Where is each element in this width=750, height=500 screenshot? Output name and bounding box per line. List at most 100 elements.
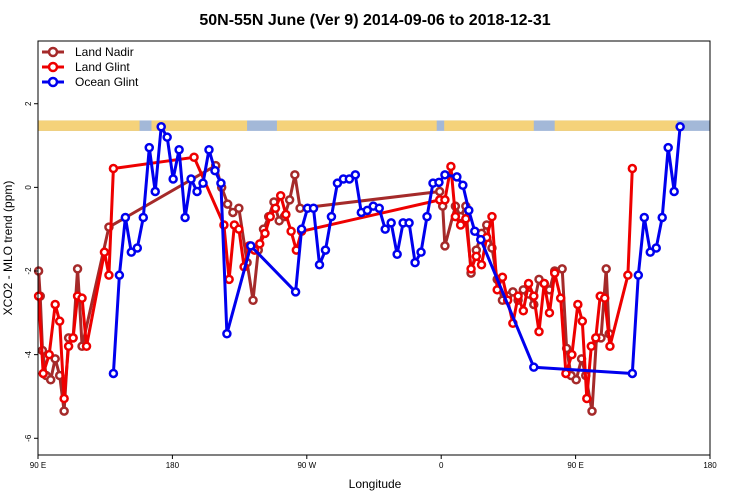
ocean-glint-point	[180, 212, 190, 223]
legend-label: Land Glint	[75, 60, 130, 74]
ocean-glint-point	[669, 186, 679, 197]
land-nadir-point	[290, 170, 300, 180]
land-glint-point	[234, 224, 244, 234]
ocean-glint-point	[114, 270, 125, 280]
ocean-glint-point	[529, 362, 539, 372]
plot-frame	[37, 40, 711, 456]
land-glint-point	[68, 333, 78, 343]
ocean-glint-point	[108, 368, 119, 379]
land-glint-point	[623, 270, 633, 280]
land-glint-point	[461, 213, 471, 224]
land-glint-point	[275, 190, 286, 201]
ocean-glint-point	[332, 178, 343, 188]
land-glint-point	[440, 195, 450, 205]
land-nadir-point	[228, 207, 238, 218]
x-tick-label: 180	[703, 461, 717, 470]
legend-label: Ocean Glint	[75, 75, 139, 89]
land-glint-point	[586, 341, 597, 352]
ocean-glint-point	[144, 142, 155, 153]
x-tick-label: 180	[166, 461, 180, 470]
y-tick-label: 2	[24, 101, 33, 106]
land-glint-point	[513, 291, 523, 301]
land-glint-point	[627, 163, 638, 174]
land-glint-point	[567, 349, 577, 360]
ocean-glint-point	[639, 212, 650, 223]
land-glint-point	[189, 152, 199, 163]
land-glint-point	[108, 163, 119, 174]
x-tick-label: 0	[439, 461, 444, 470]
legend-marker	[47, 61, 59, 73]
y-axis-ticks: 2 0 -2 -4 -6	[24, 101, 38, 442]
chart-title: 50N-55N June (Ver 9) 2014-09-06 to 2018-…	[199, 12, 550, 29]
ocean-glint-point	[464, 205, 474, 216]
x-axis-label: Longitude	[349, 477, 402, 491]
land-glint-point	[573, 299, 583, 310]
ocean-glint-point	[174, 144, 184, 155]
ocean-glint-point	[162, 132, 172, 142]
y-tick-label: -6	[24, 434, 33, 442]
y-tick-label: -4	[24, 351, 33, 359]
x-axis-ticks: 90 E 180 90 W 0 90 E 180	[30, 455, 717, 470]
ocean-glint-point	[326, 211, 337, 222]
land-glint-point	[450, 211, 461, 222]
land-nadir-point	[557, 264, 567, 274]
land-glint-point	[50, 299, 60, 310]
land-glint-point	[286, 226, 296, 237]
land-glint-point	[54, 316, 65, 326]
land-nadir-point	[50, 354, 60, 364]
land-nadir-point	[234, 203, 244, 214]
land-segment	[276, 120, 437, 131]
ocean-glint-point	[222, 328, 232, 339]
land-nadir-point	[248, 295, 258, 306]
ocean-glint-point	[150, 186, 160, 197]
land-nadir-point	[45, 374, 56, 385]
ocean-glint-point	[156, 121, 166, 132]
land-glint-point	[63, 341, 74, 352]
land-segment	[444, 120, 534, 131]
land-glint-point	[99, 247, 110, 257]
land-nadir-point	[72, 264, 83, 274]
ocean-glint-point	[246, 241, 256, 251]
x-tick-label: 90 W	[297, 461, 316, 470]
land-glint-point	[38, 368, 48, 379]
ocean-glint-point	[458, 180, 468, 191]
land-nadir-point	[59, 406, 69, 416]
land-glint-point	[497, 272, 508, 283]
ocean-glint-point	[210, 165, 220, 176]
ocean-glint-point	[314, 259, 325, 270]
ocean-glint-point	[308, 203, 319, 214]
ocean-glint-point	[434, 177, 444, 188]
land-nadir-point	[295, 203, 305, 214]
land-nadir-point	[284, 195, 295, 205]
legend-label: Land Nadir	[75, 45, 134, 59]
land-glint-point	[544, 308, 555, 318]
legend-item-ocean-glint: Ocean Glint	[42, 75, 139, 89]
ocean-glint-point	[132, 243, 143, 253]
legend-marker	[47, 46, 59, 58]
ocean-glint-point	[186, 174, 196, 184]
land-nadir-point	[587, 406, 597, 416]
ocean-glint-point	[440, 170, 450, 180]
land-glint-point	[599, 293, 610, 303]
series-land-nadir	[33, 160, 614, 416]
land-glint-point	[577, 316, 588, 326]
land-glint-point	[59, 393, 69, 404]
land-glint-point	[265, 211, 275, 222]
land-glint-point	[476, 259, 487, 270]
land-glint-point	[270, 203, 281, 214]
ocean-glint-point	[675, 121, 685, 132]
ocean-glint-point	[204, 144, 214, 155]
y-tick-label: -2	[24, 267, 33, 275]
series-ocean-glint	[108, 121, 685, 379]
ocean-glint-point	[651, 243, 661, 253]
land-glint-point	[591, 333, 601, 343]
land-glint-point	[446, 161, 456, 172]
land-glint-point	[539, 278, 549, 289]
land-glint-point	[523, 278, 534, 289]
land-segment	[151, 120, 248, 131]
land-glint-point	[534, 326, 544, 337]
land-glint-point	[33, 291, 44, 301]
ocean-glint-point	[344, 174, 355, 184]
ocean-glint-point	[627, 368, 638, 379]
